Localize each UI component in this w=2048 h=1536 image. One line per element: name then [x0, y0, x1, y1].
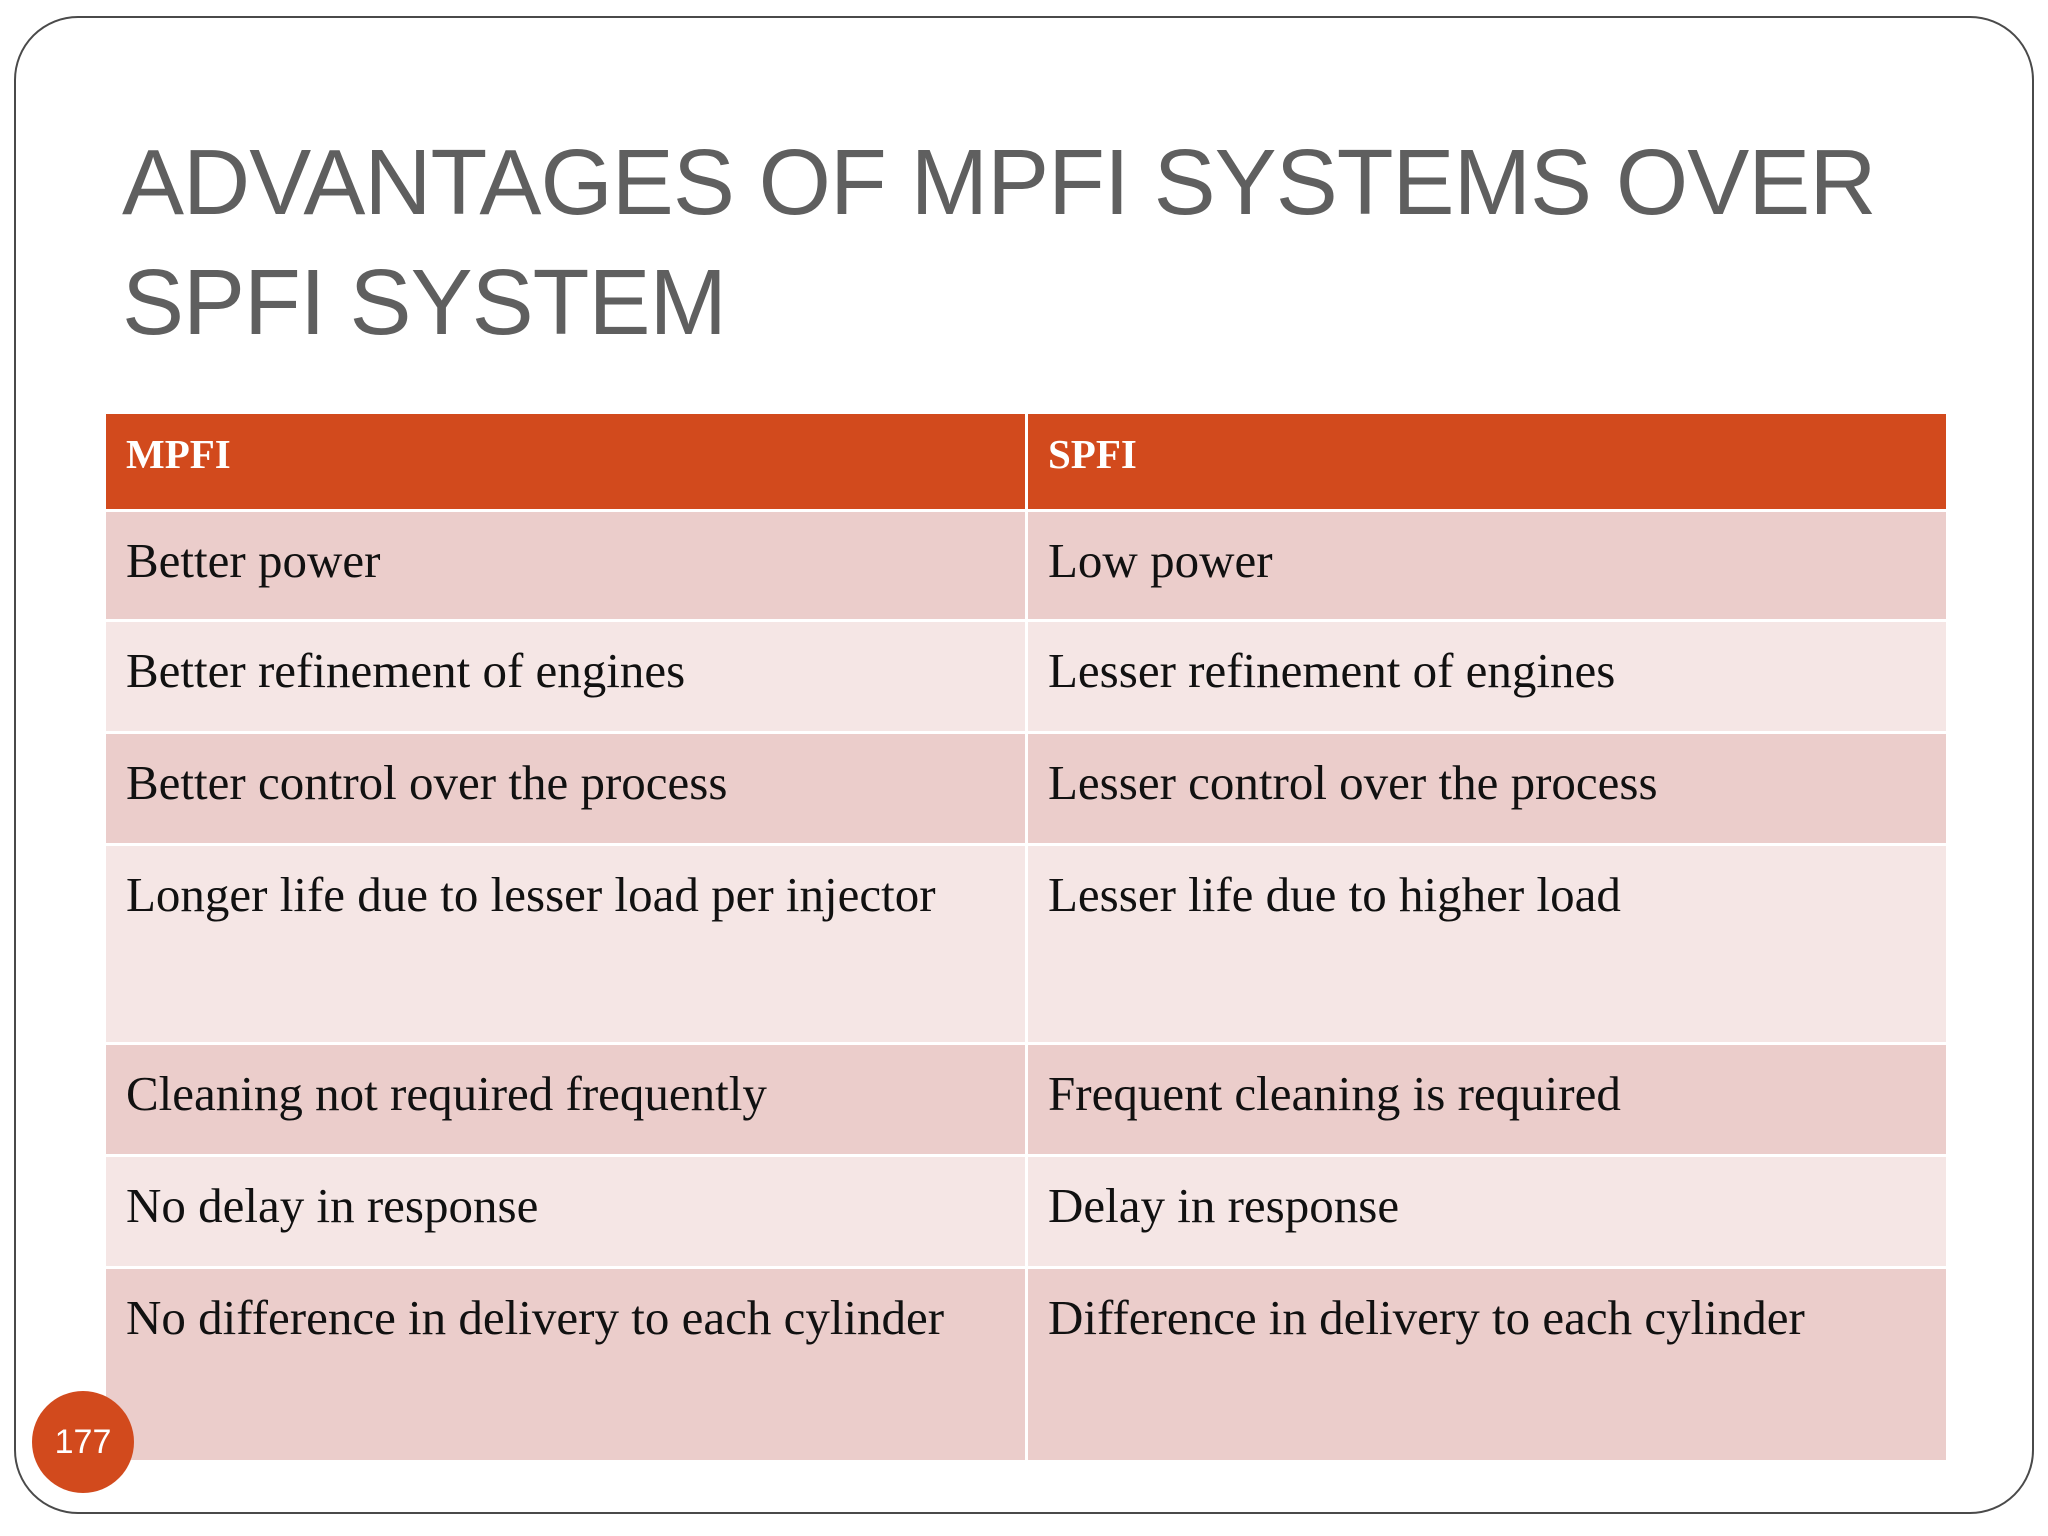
- table-row: Better power Low power: [106, 512, 1946, 619]
- table-cell-spfi: Difference in delivery to each cylinder: [1028, 1269, 1946, 1460]
- table-cell-mpfi: Longer life due to lesser load per injec…: [106, 846, 1025, 1042]
- table-row: No delay in response Delay in response: [106, 1157, 1946, 1266]
- table-cell-spfi: Lesser refinement of engines: [1028, 622, 1946, 731]
- table-row: Better control over the process Lesser c…: [106, 734, 1946, 843]
- table-cell-mpfi: No difference in delivery to each cylind…: [106, 1269, 1025, 1460]
- table-cell-mpfi: Better refinement of engines: [106, 622, 1025, 731]
- page-number-badge: 177: [32, 1391, 134, 1493]
- slide-title: ADVANTAGES OF MPFI SYSTEMS OVER SPFI SYS…: [122, 130, 1876, 354]
- column-header-spfi: SPFI: [1028, 414, 1946, 509]
- table-cell-mpfi: Better power: [106, 512, 1025, 619]
- table-cell-spfi: Delay in response: [1028, 1157, 1946, 1266]
- table-header-row: MPFI SPFI: [106, 414, 1946, 509]
- table-row: No difference in delivery to each cylind…: [106, 1269, 1946, 1460]
- table-cell-mpfi: Cleaning not required frequently: [106, 1045, 1025, 1154]
- column-header-mpfi: MPFI: [106, 414, 1025, 509]
- table-cell-mpfi: Better control over the process: [106, 734, 1025, 843]
- table-row: Longer life due to lesser load per injec…: [106, 846, 1946, 1042]
- table-cell-spfi: Lesser control over the process: [1028, 734, 1946, 843]
- table-cell-spfi: Frequent cleaning is required: [1028, 1045, 1946, 1154]
- comparison-table: MPFI SPFI Better power Low power Better …: [103, 411, 1949, 1463]
- table-cell-spfi: Low power: [1028, 512, 1946, 619]
- table-cell-mpfi: No delay in response: [106, 1157, 1025, 1266]
- table-row: Cleaning not required frequently Frequen…: [106, 1045, 1946, 1154]
- table-row: Better refinement of engines Lesser refi…: [106, 622, 1946, 731]
- table-cell-spfi: Lesser life due to higher load: [1028, 846, 1946, 1042]
